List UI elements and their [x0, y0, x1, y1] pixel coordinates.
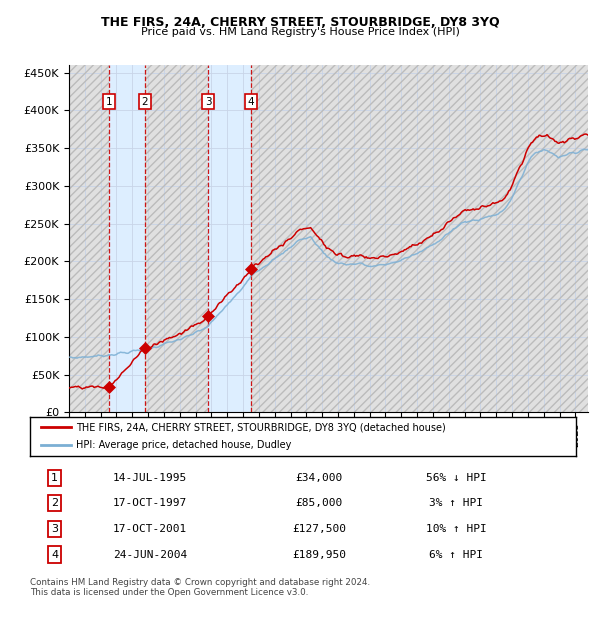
Bar — [145, 65, 208, 412]
Text: 2: 2 — [142, 97, 148, 107]
Bar — [69, 65, 109, 412]
Text: 3: 3 — [205, 97, 211, 107]
Text: THE FIRS, 24A, CHERRY STREET, STOURBRIDGE, DY8 3YQ (detached house): THE FIRS, 24A, CHERRY STREET, STOURBRIDG… — [76, 422, 446, 432]
Bar — [208, 65, 251, 412]
Text: 1: 1 — [51, 472, 58, 483]
Bar — [109, 65, 145, 412]
Text: 2: 2 — [51, 498, 58, 508]
Text: 3% ↑ HPI: 3% ↑ HPI — [429, 498, 483, 508]
Bar — [145, 65, 208, 412]
Text: £127,500: £127,500 — [292, 524, 346, 534]
Text: 6% ↑ HPI: 6% ↑ HPI — [429, 549, 483, 560]
Text: 56% ↓ HPI: 56% ↓ HPI — [425, 472, 486, 483]
Text: 14-JUL-1995: 14-JUL-1995 — [113, 472, 187, 483]
Bar — [69, 65, 109, 412]
Text: 24-JUN-2004: 24-JUN-2004 — [113, 549, 187, 560]
Text: 17-OCT-1997: 17-OCT-1997 — [113, 498, 187, 508]
Text: 1: 1 — [106, 97, 113, 107]
Text: Contains HM Land Registry data © Crown copyright and database right 2024.
This d: Contains HM Land Registry data © Crown c… — [30, 578, 370, 597]
Text: 4: 4 — [247, 97, 254, 107]
Text: 10% ↑ HPI: 10% ↑ HPI — [425, 524, 486, 534]
Bar — [251, 65, 588, 412]
Text: £85,000: £85,000 — [296, 498, 343, 508]
Text: £189,950: £189,950 — [292, 549, 346, 560]
Text: 17-OCT-2001: 17-OCT-2001 — [113, 524, 187, 534]
Text: 4: 4 — [51, 549, 58, 560]
Text: £34,000: £34,000 — [296, 472, 343, 483]
Bar — [251, 65, 588, 412]
Text: THE FIRS, 24A, CHERRY STREET, STOURBRIDGE, DY8 3YQ: THE FIRS, 24A, CHERRY STREET, STOURBRIDG… — [101, 16, 499, 29]
Text: HPI: Average price, detached house, Dudley: HPI: Average price, detached house, Dudl… — [76, 440, 292, 450]
Text: 3: 3 — [51, 524, 58, 534]
Text: Price paid vs. HM Land Registry's House Price Index (HPI): Price paid vs. HM Land Registry's House … — [140, 27, 460, 37]
